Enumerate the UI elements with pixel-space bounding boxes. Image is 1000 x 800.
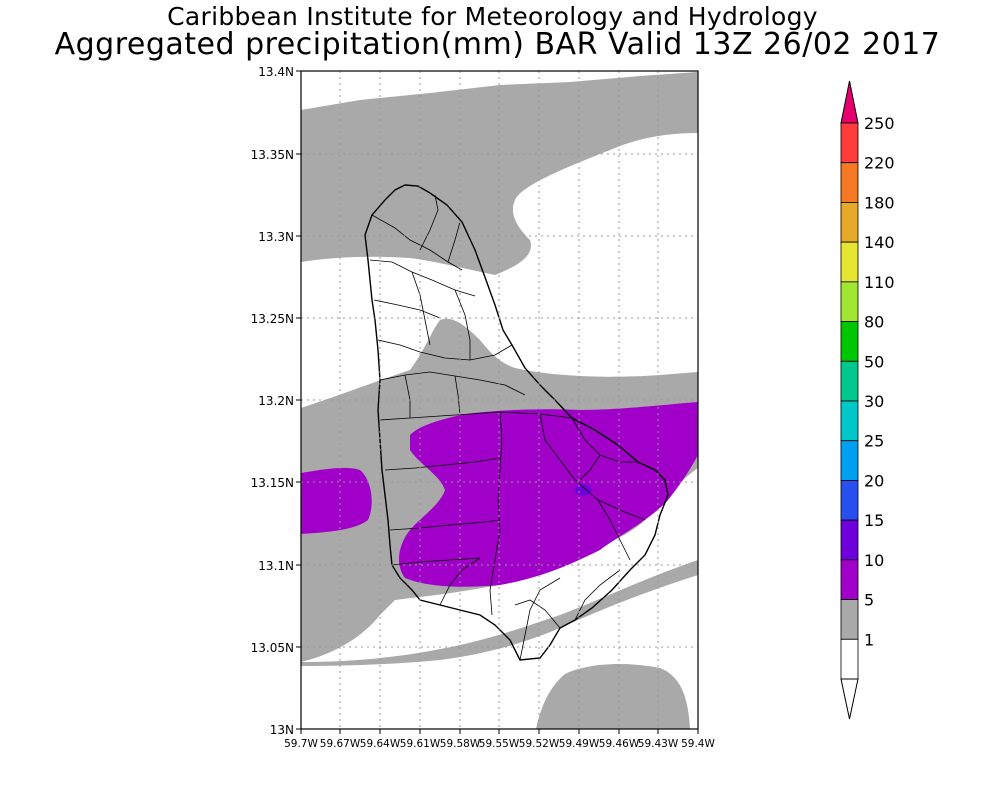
rain-zone-moderate-west	[301, 467, 372, 534]
lon-label: 59.64W	[360, 738, 401, 750]
colorbar-label: 180	[864, 193, 895, 212]
island-coastline	[364, 184, 669, 661]
precipitation-colorbar: 250 220 180 140 110 80 50 30 25 20 15 10 5 1	[840, 80, 895, 720]
lat-label: 13.25N	[251, 312, 294, 326]
rain-zone-light-southwest	[301, 560, 698, 666]
lat-label: 13.35N	[251, 148, 294, 162]
lat-label: 13.15N	[251, 476, 294, 490]
colorbar-swatch	[840, 162, 859, 203]
colorbar-label: 50	[864, 352, 884, 371]
colorbar-swatch	[840, 321, 859, 362]
colorbar-swatch	[840, 599, 859, 640]
colorbar-label: 30	[864, 392, 884, 411]
colorbar-label: 1	[864, 630, 874, 649]
colorbar-label: 20	[864, 471, 884, 490]
colorbar-label: 110	[864, 273, 895, 292]
lat-label: 13.4N	[258, 65, 294, 79]
lon-label: 59.4W	[681, 738, 715, 750]
colorbar-label: 220	[864, 154, 895, 173]
latitude-axis-labels: 13.4N 13.35N 13.3N 13.25N 13.2N 13.15N 1…	[251, 65, 294, 737]
lat-label: 13.2N	[258, 394, 294, 408]
lon-label: 59.52W	[519, 738, 560, 750]
lon-label: 59.58W	[440, 738, 481, 750]
lat-label: 13.05N	[251, 641, 294, 655]
colorbar-swatch	[840, 559, 859, 600]
colorbar-top-arrow	[840, 80, 859, 124]
colorbar-label: 15	[864, 511, 884, 530]
colorbar-swatch	[840, 400, 859, 442]
colorbar-swatch	[840, 241, 859, 283]
colorbar-bottom-arrow	[840, 678, 859, 720]
lat-label: 13.1N	[258, 559, 294, 573]
lon-label: 59.46W	[599, 738, 640, 750]
colorbar-swatch	[840, 638, 859, 680]
colorbar-swatch	[840, 440, 859, 481]
colorbar-swatch	[840, 519, 859, 561]
colorbar-swatch	[840, 360, 859, 402]
colorbar-label: 250	[864, 114, 895, 133]
longitude-axis-labels: 59.7W 59.67W 59.64W 59.61W 59.58W 59.55W…	[284, 738, 715, 750]
map-title-product: Aggregated precipitation(mm) BAR Valid 1…	[54, 27, 941, 62]
lon-label: 59.43W	[638, 738, 679, 750]
lon-label: 59.49W	[559, 738, 600, 750]
rain-zone-moderate-east	[398, 402, 698, 587]
lat-label: 13N	[270, 723, 294, 737]
map-title-institute: Caribbean Institute for Meteorology and …	[167, 2, 818, 31]
colorbar-label: 140	[864, 233, 895, 252]
colorbar-label: 5	[864, 591, 874, 610]
lon-label: 59.7W	[284, 738, 318, 750]
lon-label: 59.55W	[479, 738, 520, 750]
colorbar-swatch	[840, 281, 859, 322]
colorbar-swatch	[840, 202, 859, 243]
colorbar-label: 80	[864, 313, 884, 332]
graticule	[301, 71, 698, 729]
rain-zone-light-south	[536, 664, 690, 729]
colorbar-label: 25	[864, 432, 884, 451]
watershed-boundaries	[369, 194, 646, 661]
colorbar-label: 10	[864, 551, 884, 570]
lon-label: 59.67W	[320, 738, 361, 750]
colorbar-swatch	[840, 480, 859, 521]
tick-marks	[296, 70, 699, 734]
lon-label: 59.61W	[400, 738, 441, 750]
lat-label: 13.3N	[258, 230, 294, 244]
colorbar-swatch	[840, 122, 859, 164]
